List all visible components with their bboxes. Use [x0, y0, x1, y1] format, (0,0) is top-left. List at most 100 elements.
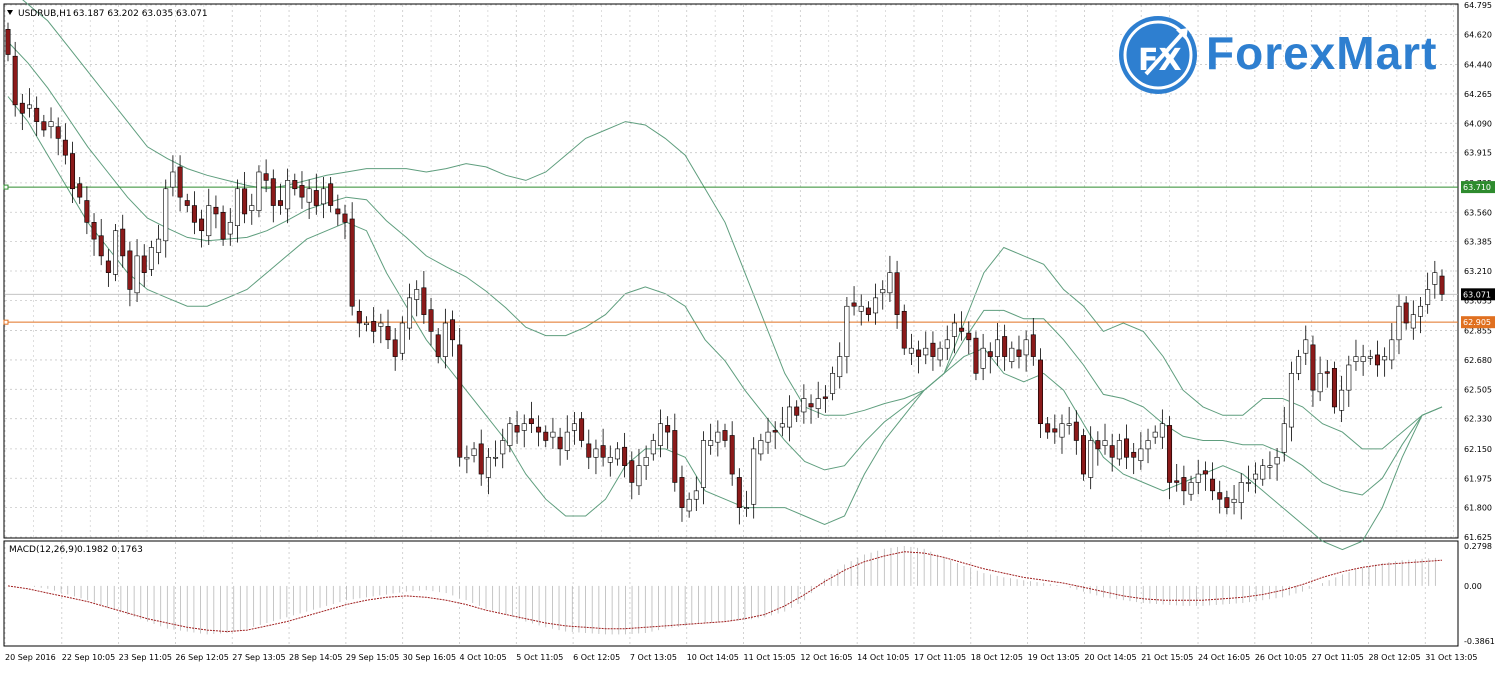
candle-body [220, 211, 226, 240]
support-price-tag-bg [1461, 316, 1495, 329]
candle-body [1353, 356, 1359, 362]
candle-body [643, 456, 649, 466]
candle-body [1331, 368, 1337, 408]
candle-body [944, 339, 950, 349]
x-tick-label: 28 Oct 12:05 [1368, 653, 1420, 662]
candle-body [765, 431, 771, 443]
y-tick-label: 63.035 [1464, 296, 1492, 305]
candle-body [600, 445, 606, 458]
candle-body [1432, 272, 1438, 285]
candle-body [120, 228, 126, 257]
candle-body [371, 321, 377, 332]
candle-body [973, 337, 979, 374]
candle-body [1159, 423, 1165, 438]
candle-body [113, 230, 119, 275]
y-tick-label: 61.800 [1464, 504, 1492, 513]
candle-body [636, 465, 642, 487]
candle-body [865, 307, 871, 315]
x-tick-label: 6 Oct 12:05 [573, 653, 620, 662]
candle-body [363, 322, 369, 326]
candle-body [1253, 473, 1259, 480]
candle-body [134, 255, 140, 294]
candle-body [206, 205, 212, 237]
candle-body [959, 327, 965, 332]
candle-body [787, 406, 793, 428]
collapse-triangle-icon[interactable] [7, 10, 13, 15]
x-tick-label: 17 Oct 11:05 [914, 653, 966, 662]
candle-body [1217, 492, 1223, 500]
candle-body [1267, 465, 1273, 468]
candle-body [951, 322, 957, 337]
candle-body [191, 205, 197, 223]
candle-body [184, 200, 190, 206]
candle-body [1360, 356, 1366, 362]
x-tick-label: 28 Sep 14:05 [289, 653, 342, 662]
candle-body [873, 297, 879, 314]
candle-body [1210, 478, 1216, 492]
candle-body [450, 319, 456, 341]
candle-body [1367, 356, 1373, 359]
resistance-price-tag: 63.710 [1463, 183, 1491, 192]
candle-body [650, 440, 656, 455]
x-tick-label: 26 Oct 10:05 [1255, 653, 1307, 662]
candle-body [916, 349, 922, 357]
candle-body [686, 498, 692, 512]
candle-body [177, 166, 183, 198]
y-tick-label: 63.210 [1464, 267, 1492, 276]
candle-body [1052, 428, 1058, 433]
candle-body [794, 406, 800, 416]
candle-body [1324, 371, 1330, 374]
candle-body [1389, 339, 1395, 361]
candle-body [19, 102, 25, 114]
candle-body [923, 347, 929, 356]
candle-body [1396, 305, 1402, 341]
x-tick-label: 7 Oct 13:05 [630, 653, 677, 662]
candle-body [844, 305, 850, 357]
candle-body [277, 200, 283, 206]
candle-body [528, 418, 534, 425]
x-tick-label: 4 Oct 10:05 [459, 653, 506, 662]
candle-body [980, 347, 986, 369]
candle-body [1066, 423, 1072, 426]
candle-body [1202, 470, 1208, 475]
candle-body [1238, 482, 1244, 503]
candle-body [1403, 302, 1409, 324]
candle-body [84, 200, 90, 223]
x-tick-label: 29 Sep 15:05 [346, 653, 399, 662]
candle-body [1124, 438, 1130, 458]
x-tick-label: 23 Sep 11:05 [119, 653, 172, 662]
candle-body [1152, 431, 1158, 438]
candle-body [77, 183, 83, 198]
y-tick-label: 64.265 [1464, 90, 1492, 99]
candle-body [335, 208, 341, 215]
y-tick-label: 64.090 [1464, 119, 1492, 128]
candle-body [1317, 373, 1323, 393]
candle-body [1410, 314, 1416, 329]
y-tick-label: 62.680 [1464, 356, 1492, 365]
chart-ohlc: 63.187 63.202 63.035 63.071 [73, 9, 208, 19]
candle-body [700, 440, 706, 488]
candle-body [1417, 305, 1423, 317]
candle-body [342, 213, 348, 223]
candle-body [1224, 497, 1230, 508]
macd-tick-label: 0.2798 [1464, 542, 1492, 551]
macd-values: 0.1982 0.1763 [77, 545, 143, 555]
macd-tick-label: -0.3861 [1464, 637, 1495, 646]
candle-body [708, 440, 714, 446]
svg-text:FX: FX [1138, 43, 1182, 78]
candle-body [1303, 339, 1309, 354]
candle-body [464, 456, 470, 460]
candle-body [213, 206, 219, 215]
y-tick-label: 63.915 [1464, 149, 1492, 158]
candle-body [1188, 482, 1194, 495]
candle-body [657, 423, 663, 446]
forexmart-logo: FX [1119, 16, 1197, 94]
y-tick-label: 62.150 [1464, 445, 1492, 454]
candle-body [579, 418, 585, 441]
candle-body [1260, 465, 1266, 480]
candle-body [1167, 425, 1173, 483]
candle-body [414, 289, 420, 300]
middle-bollinger-band [7, 41, 1443, 496]
candle-body [55, 126, 61, 139]
